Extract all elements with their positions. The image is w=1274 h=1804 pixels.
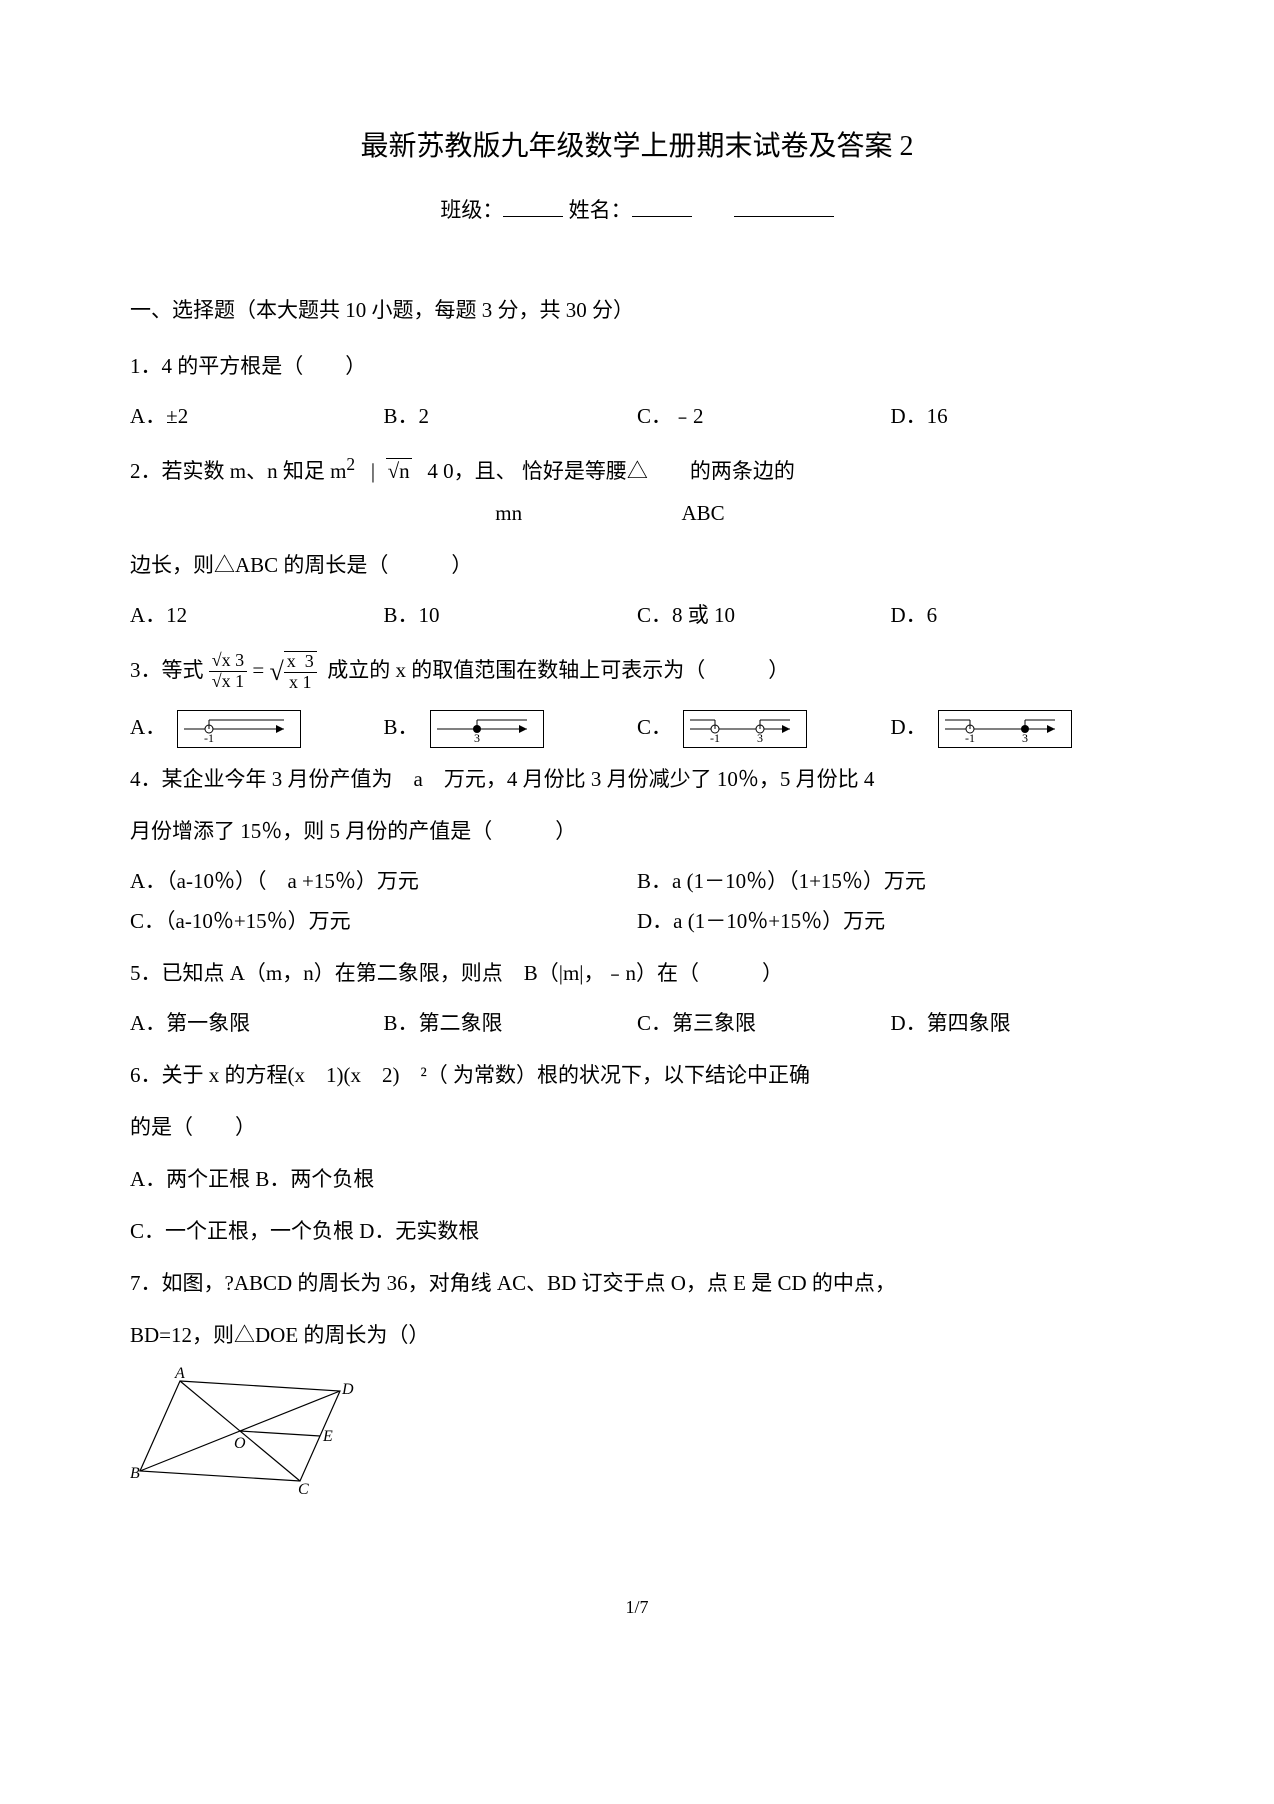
svg-text:-1: -1 <box>710 731 720 744</box>
q6-stem2: 的是（ ） <box>130 1106 1144 1148</box>
q5-opt-c: C．第三象限 <box>637 1004 891 1044</box>
page-title: 最新苏教版九年级数学上册期末试卷及答案 2 <box>130 120 1144 173</box>
q3-stem-a: 3．等式 <box>130 658 204 682</box>
axis-d-icon: -1 3 <box>938 710 1072 748</box>
q6-stem1: 6．关于 x 的方程(x 1)(x 2) ²（ 为常数）根的状况下，以下结论中正… <box>130 1054 1144 1096</box>
q2-stem2: 边长，则△ABC 的周长是（ ） <box>130 544 1144 586</box>
svg-text:B: B <box>130 1465 140 1482</box>
q3-bigsqrt: √ <box>269 657 283 686</box>
q2-abc: ABC <box>681 501 724 525</box>
q5-opt-d: D．第四象限 <box>891 1004 1145 1044</box>
q2-sqrt-n: n <box>399 459 410 483</box>
q1-options: A．±2 B．2 C．﹣2 D．16 <box>130 397 1144 437</box>
section-1-heading: 一、选择题（本大题共 10 小题，每题 3 分，共 30 分） <box>130 291 1144 331</box>
svg-text:E: E <box>322 1428 333 1445</box>
q4-opt-d: D．a (1－10％+15％）万元 <box>637 902 1144 942</box>
q3-opt-a: A． -1 <box>130 708 384 748</box>
page-number: 1/7 <box>130 1590 1144 1624</box>
q2-opt-d: D．6 <box>891 596 1145 636</box>
q4-stem2: 月份增添了 15％，则 5 月份的产值是（ ） <box>130 810 1144 852</box>
svg-text:3: 3 <box>757 731 763 744</box>
q3-stem-b: 成立的 x 的取值范围在数轴上可表示为（ ） <box>327 658 789 682</box>
svg-text:C: C <box>298 1481 309 1496</box>
q1-opt-b: B．2 <box>384 397 638 437</box>
q4-opt-a: A．（a-10％）（ a +15％）万元 <box>130 862 637 902</box>
axis-b-icon: 3 <box>430 710 544 748</box>
q1-stem: 1．4 的平方根是（ ） <box>130 345 1144 387</box>
q4-opt-c: C．（a-10％+15％）万元 <box>130 902 637 942</box>
q3-frac2-pre: x <box>287 651 296 671</box>
svg-text:A: A <box>174 1366 185 1382</box>
student-info: 班级： 姓名： <box>130 191 1144 231</box>
q5-options: A．第一象限 B．第二象限 C．第三象限 D．第四象限 <box>130 1004 1144 1044</box>
q5-opt-b: B．第二象限 <box>384 1004 638 1044</box>
q2-opt-a: A．12 <box>130 596 384 636</box>
q3-stem: 3．等式 √x 3 √x 1 = √ x 3 x 1 成立的 x 的取值范围在数… <box>130 646 1144 698</box>
q2-options: A．12 B．10 C．8 或 10 D．6 <box>130 596 1144 636</box>
parallelogram-figure: A D B C O E <box>130 1366 1144 1510</box>
q3-options: A． -1 B． 3 C． -1 3 D． -1 3 <box>130 708 1144 748</box>
q2-sqrt: √n <box>386 458 412 483</box>
q3-c-label: C． <box>637 715 672 739</box>
axis-c-icon: -1 3 <box>683 710 807 748</box>
q3-opt-d: D． -1 3 <box>891 708 1145 748</box>
class-label: 班级： <box>440 198 503 222</box>
svg-text:-1: -1 <box>965 731 975 744</box>
axis-a-icon: -1 <box>177 710 301 748</box>
svg-text:D: D <box>341 1381 354 1398</box>
q7-stem2: BD=12，则△DOE 的周长为（） <box>130 1314 1144 1356</box>
q4-options: A．（a-10％）（ a +15％）万元 B．a (1－10％）（1+15％）万… <box>130 862 1144 942</box>
svg-text:3: 3 <box>1022 731 1028 744</box>
q3-frac2: x 3 x 1 <box>284 651 317 693</box>
name-blank <box>632 196 692 217</box>
q3-d-label: D． <box>891 715 927 739</box>
q2-stem-d: 4 0，且、 恰好是等腰△ 的两条边的 <box>427 459 795 483</box>
q4-stem1: 4．某企业今年 3 月份产值为 a 万元，4 月份比 3 月份减少了 10％，5… <box>130 758 1144 800</box>
q2-sup: 2 <box>346 454 355 474</box>
svg-text:3: 3 <box>474 731 480 744</box>
q3-frac1-num: x 3 <box>222 650 245 670</box>
q2-opt-b: B．10 <box>384 596 638 636</box>
q3-frac1-den: x 1 <box>222 671 245 691</box>
q3-frac2-den: x 1 <box>284 673 317 693</box>
svg-text:O: O <box>234 1435 246 1452</box>
q2-mn: mn <box>495 501 522 525</box>
q7-stem1: 7．如图，?ABCD 的周长为 36，对角线 AC、BD 订交于点 O，点 E … <box>130 1262 1144 1304</box>
name-label: 姓名： <box>569 198 632 222</box>
svg-text:-1: -1 <box>204 731 214 744</box>
q1-opt-a: A．±2 <box>130 397 384 437</box>
q2-opt-c: C．8 或 10 <box>637 596 891 636</box>
q1-opt-d: D．16 <box>891 397 1145 437</box>
q3-a-label: A． <box>130 715 166 739</box>
q2-stem: 2．若实数 m、n 知足 m2 | √n 4 0，且、 恰好是等腰△ 的两条边的… <box>130 447 1144 534</box>
extra-blank <box>734 196 834 217</box>
q3-opt-b: B． 3 <box>384 708 638 748</box>
class-blank <box>503 196 563 217</box>
q1-opt-c: C．﹣2 <box>637 397 891 437</box>
q6-opt-cd: C．一个正根，一个负根 D．无实数根 <box>130 1210 1144 1252</box>
q5-opt-a: A．第一象限 <box>130 1004 384 1044</box>
q3-frac1: √x 3 √x 1 <box>209 651 247 692</box>
q2-stem-a: 2．若实数 m、n 知足 m <box>130 459 346 483</box>
q6-opt-ab: A．两个正根 B．两个负根 <box>130 1158 1144 1200</box>
q3-frac2-num: 3 <box>305 651 314 671</box>
q3-b-label: B． <box>384 715 419 739</box>
q3-opt-c: C． -1 3 <box>637 708 891 748</box>
q5-stem: 5．已知点 A（m，n）在第二象限，则点 B（|m|，﹣n）在（ ） <box>130 952 1144 994</box>
q4-opt-b: B．a (1－10％）（1+15％）万元 <box>637 862 1144 902</box>
